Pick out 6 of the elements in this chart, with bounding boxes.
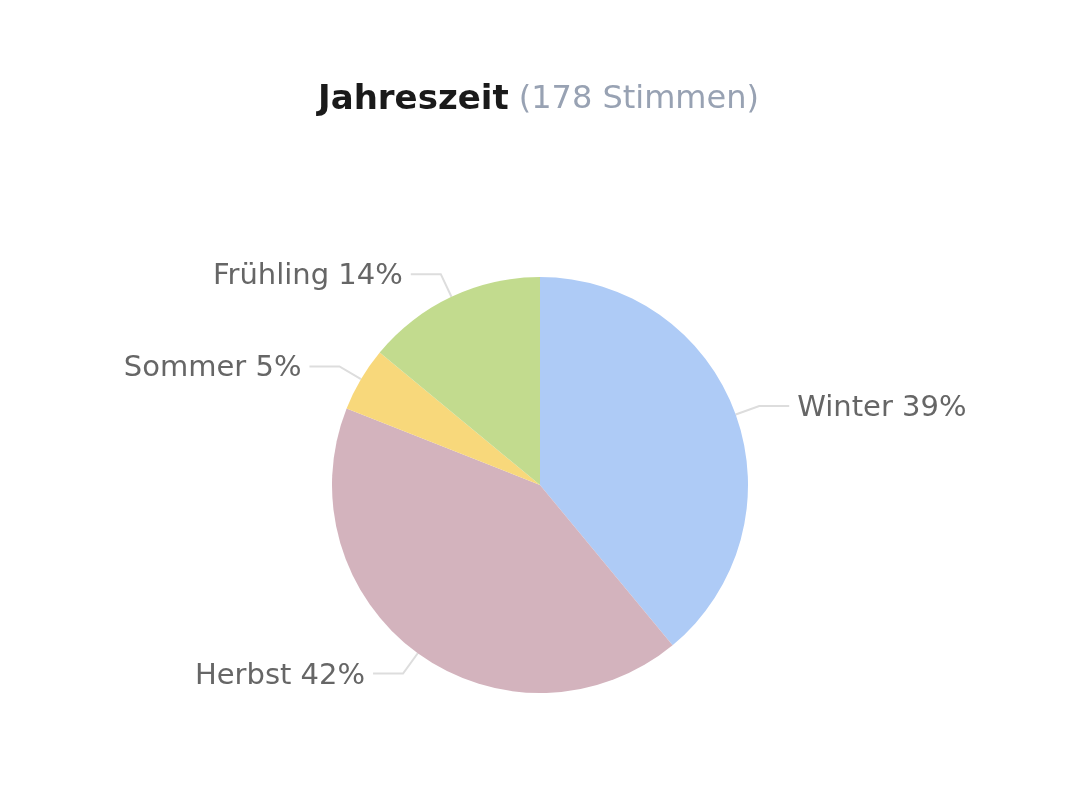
slice-label: Sommer 5% bbox=[123, 349, 302, 384]
slice-label: Frühling 14% bbox=[212, 257, 403, 292]
slice-label: Winter 39% bbox=[797, 389, 967, 424]
chart-title: Jahreszeit bbox=[316, 77, 509, 117]
chart-subtitle: (178 Stimmen) bbox=[518, 78, 759, 116]
slice-label: Herbst 42% bbox=[194, 656, 366, 691]
